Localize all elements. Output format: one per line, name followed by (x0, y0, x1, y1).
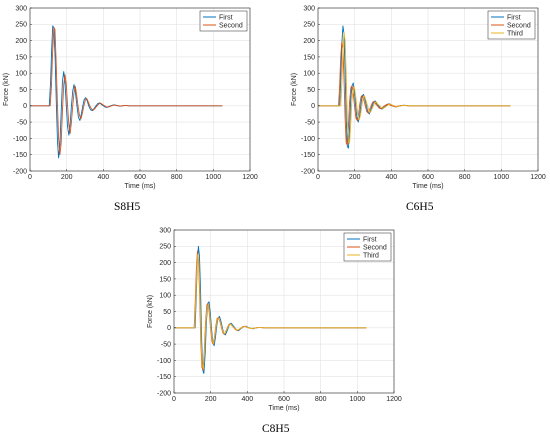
x-axis-label: Time (ms) (124, 183, 155, 190)
chart-caption-c8h5: C8H5 (262, 423, 290, 435)
chart-panel-c6h5: 0 200 400 600 800 1000 1200 -200 -150 -100 -50 0 50 1… (288, 0, 550, 196)
x-axis-label: Time (ms) (268, 405, 299, 412)
y-tick-label: 250 (303, 22, 315, 29)
x-tick-label: 400 (97, 174, 109, 181)
x-axis-label: Time (ms) (412, 183, 443, 190)
y-tick-label: 150 (159, 276, 171, 283)
legend-label-third: Third (363, 252, 379, 259)
y-tick-label: -100 (157, 358, 171, 365)
y-tick-label: 250 (15, 22, 27, 29)
series-line-third (318, 32, 511, 144)
y-tick-label: -200 (301, 168, 315, 175)
x-tick-label: 0 (28, 174, 32, 181)
y-tick-label: 100 (159, 293, 171, 300)
y-axis-label: Force (kN) (3, 73, 10, 106)
y-tick-label: -50 (161, 342, 171, 349)
legend-label-second: Second (363, 244, 387, 251)
y-tick-label: 50 (19, 87, 27, 94)
legend-label-first: First (507, 14, 521, 21)
x-tick-label: 1200 (386, 396, 402, 403)
legend-label-third: Third (507, 30, 523, 37)
x-tick-label: 1000 (206, 174, 222, 181)
x-tick-label: 400 (241, 396, 253, 403)
y-tick-label: 200 (303, 38, 315, 45)
y-tick-label: 0 (167, 325, 171, 332)
y-tick-label: -150 (13, 152, 27, 159)
legend-label-second: Second (219, 22, 243, 29)
y-tick-label: 100 (303, 71, 315, 78)
chart-panel-s8h5: 0 200 400 600 800 1000 1200 -200 -150 -100 -50 0 50 1… (0, 0, 262, 196)
chart-caption-c6h5: C6H5 (406, 201, 434, 213)
chart-s8h5: 0 200 400 600 800 1000 1200 -200 -150 -100 -50 0 50 1… (3, 5, 258, 190)
y-tick-label: 250 (159, 244, 171, 251)
x-tick-label: 800 (459, 174, 471, 181)
y-tick-label: -50 (305, 120, 315, 127)
x-tick-label: 1000 (350, 396, 366, 403)
series-line-third (174, 254, 367, 370)
legend-label-first: First (219, 14, 233, 21)
y-tick-label: -50 (17, 120, 27, 127)
x-tick-label: 800 (315, 396, 327, 403)
y-tick-label: 150 (303, 54, 315, 61)
x-tick-label: 200 (205, 396, 217, 403)
y-tick-label: 0 (23, 103, 27, 110)
y-tick-label: 50 (163, 309, 171, 316)
x-tick-label: 200 (61, 174, 73, 181)
legend-label-second: Second (507, 22, 531, 29)
chart-panel-c8h5: 0 200 400 600 800 1000 1200 -200 -150 -100 -50 0 50 1… (144, 222, 406, 418)
y-tick-label: 300 (303, 5, 315, 12)
x-tick-label: 0 (172, 396, 176, 403)
x-tick-label: 600 (134, 174, 146, 181)
x-tick-label: 600 (278, 396, 290, 403)
y-tick-label: -100 (301, 136, 315, 143)
y-tick-label: -150 (157, 374, 171, 381)
x-tick-label: 1000 (494, 174, 510, 181)
y-tick-label: 0 (311, 103, 315, 110)
x-tick-label: 0 (316, 174, 320, 181)
y-axis-label: Force (kN) (147, 295, 154, 328)
x-tick-label: 800 (171, 174, 183, 181)
series-line-second (30, 27, 223, 156)
y-tick-label: 100 (15, 71, 27, 78)
y-tick-label: 200 (159, 260, 171, 267)
y-tick-label: 200 (15, 38, 27, 45)
y-tick-label: 300 (159, 227, 171, 234)
y-tick-label: 300 (15, 5, 27, 12)
y-tick-label: -200 (13, 168, 27, 175)
x-tick-label: 1200 (530, 174, 546, 181)
x-tick-label: 600 (422, 174, 434, 181)
x-tick-label: 400 (385, 174, 397, 181)
x-tick-label: 200 (349, 174, 361, 181)
y-axis-label: Force (kN) (291, 73, 298, 106)
y-tick-label: -150 (301, 152, 315, 159)
chart-c6h5: 0 200 400 600 800 1000 1200 -200 -150 -100 -50 0 50 1… (291, 5, 546, 190)
y-tick-label: -200 (157, 390, 171, 397)
x-tick-label: 1200 (242, 174, 258, 181)
chart-c8h5: 0 200 400 600 800 1000 1200 -200 -150 -100 -50 0 50 1… (147, 227, 402, 412)
legend-label-first: First (363, 236, 377, 243)
chart-caption-s8h5: S8H5 (114, 201, 141, 213)
legend-box (199, 10, 248, 32)
y-tick-label: 150 (15, 54, 27, 61)
y-tick-label: -100 (13, 136, 27, 143)
y-tick-label: 50 (307, 87, 315, 94)
